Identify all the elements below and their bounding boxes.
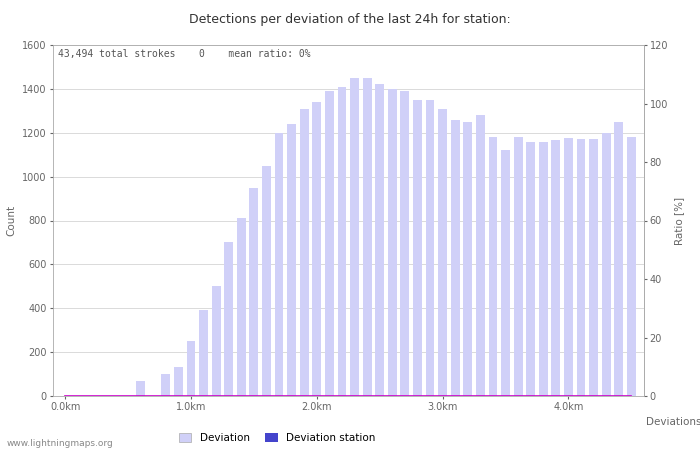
Bar: [237, 218, 246, 396]
Bar: [476, 115, 485, 396]
Bar: [589, 140, 598, 396]
Bar: [602, 133, 610, 396]
Bar: [413, 100, 422, 396]
Text: Detections per deviation of the last 24h for station:: Detections per deviation of the last 24h…: [189, 14, 511, 27]
Y-axis label: Count: Count: [7, 205, 17, 236]
Bar: [388, 89, 397, 396]
Bar: [627, 137, 636, 396]
Bar: [489, 137, 498, 396]
Bar: [249, 188, 258, 396]
Bar: [300, 108, 309, 396]
Bar: [363, 78, 372, 396]
Bar: [186, 341, 195, 396]
Bar: [438, 108, 447, 396]
Bar: [312, 102, 321, 396]
Bar: [539, 141, 547, 396]
Bar: [501, 150, 510, 396]
Bar: [375, 85, 384, 396]
Bar: [337, 87, 346, 396]
Bar: [552, 140, 560, 396]
Bar: [224, 243, 233, 396]
Bar: [577, 140, 585, 396]
Bar: [162, 374, 170, 396]
Bar: [174, 368, 183, 396]
Bar: [400, 91, 410, 396]
X-axis label: Deviations: Deviations: [646, 417, 700, 427]
Bar: [426, 100, 435, 396]
Bar: [136, 381, 145, 396]
Bar: [564, 138, 573, 396]
Bar: [287, 124, 296, 396]
Bar: [262, 166, 271, 396]
Bar: [615, 122, 623, 396]
Bar: [463, 122, 473, 396]
Bar: [274, 133, 284, 396]
Bar: [451, 120, 460, 396]
Text: 43,494 total strokes    0    mean ratio: 0%: 43,494 total strokes 0 mean ratio: 0%: [58, 49, 311, 58]
Bar: [350, 78, 359, 396]
Text: www.lightningmaps.org: www.lightningmaps.org: [7, 439, 113, 448]
Bar: [211, 286, 220, 396]
Bar: [526, 141, 535, 396]
Bar: [514, 137, 523, 396]
Bar: [325, 91, 334, 396]
Bar: [199, 310, 208, 396]
Y-axis label: Ratio [%]: Ratio [%]: [673, 197, 684, 244]
